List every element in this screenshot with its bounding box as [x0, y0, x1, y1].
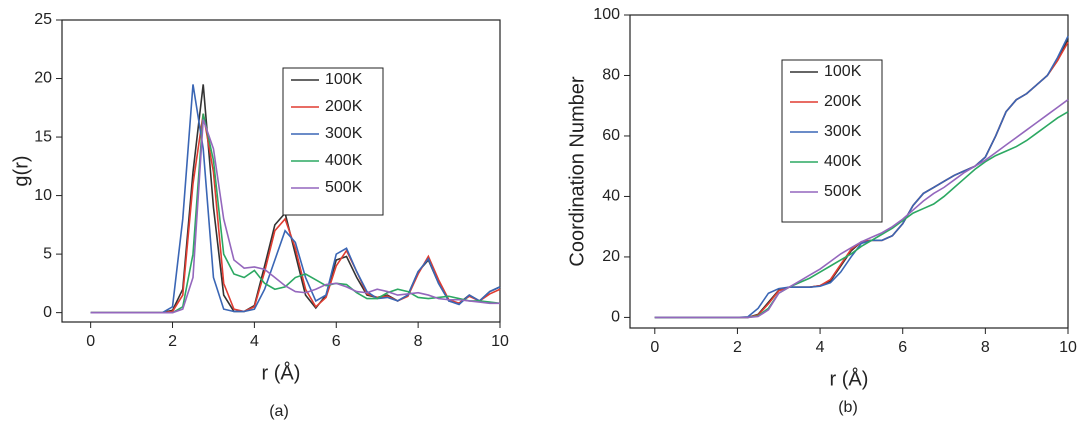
legend-label: 500K — [824, 183, 862, 200]
series-line — [654, 99, 1069, 319]
x-tick-label: 6 — [332, 333, 341, 350]
x-tick-label: 10 — [1059, 339, 1077, 356]
x-tick-label: 0 — [650, 339, 659, 356]
y-tick-label: 25 — [34, 11, 52, 28]
y-axis-label: Coordination Number — [566, 76, 588, 266]
y-tick-label: 20 — [602, 248, 620, 265]
plot-frame — [61, 19, 501, 323]
legend-label: 500K — [325, 179, 363, 196]
x-tick-label: 10 — [491, 333, 509, 350]
legend-label: 200K — [325, 98, 363, 115]
legend-box — [781, 59, 883, 223]
legend-label: 300K — [325, 125, 363, 142]
series-line — [90, 119, 500, 314]
x-tick-label: 2 — [733, 339, 742, 356]
x-tick-label: 6 — [898, 339, 907, 356]
legend-label: 400K — [325, 152, 363, 169]
x-tick-label: 4 — [816, 339, 825, 356]
y-tick-label: 80 — [602, 67, 620, 84]
y-tick-label: 0 — [43, 304, 52, 321]
x-axis-label: r (Å) — [830, 367, 869, 390]
legend-label: 400K — [824, 153, 862, 170]
x-axis-label: r (Å) — [262, 361, 301, 384]
legend-label: 200K — [824, 93, 862, 110]
caption: (a) — [269, 403, 289, 420]
legend-label: 100K — [824, 63, 862, 80]
caption: (b) — [838, 399, 858, 416]
plot-frame — [629, 14, 1069, 329]
y-tick-label: 100 — [593, 6, 620, 23]
legend-label: 100K — [325, 71, 363, 88]
x-tick-label: 2 — [168, 333, 177, 350]
x-tick-label: 4 — [250, 333, 259, 350]
y-tick-label: 10 — [34, 187, 52, 204]
y-tick-label: 20 — [34, 70, 52, 87]
y-tick-label: 15 — [34, 128, 52, 145]
y-tick-label: 5 — [43, 245, 52, 262]
legend-label: 300K — [824, 123, 862, 140]
y-tick-label: 60 — [602, 127, 620, 144]
x-tick-label: 8 — [414, 333, 423, 350]
x-tick-label: 0 — [86, 333, 95, 350]
legend-box — [282, 67, 384, 216]
y-tick-label: 0 — [611, 309, 620, 326]
y-axis-label: g(r) — [10, 155, 32, 186]
y-tick-label: 40 — [602, 188, 620, 205]
x-tick-label: 8 — [981, 339, 990, 356]
